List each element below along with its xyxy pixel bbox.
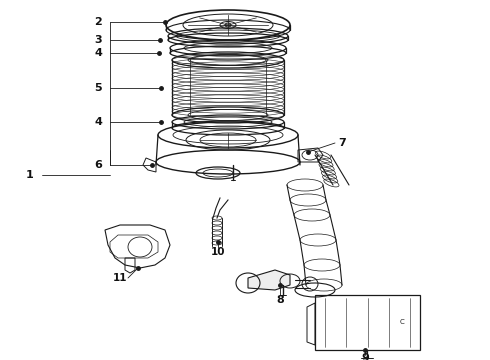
Text: 3: 3 <box>94 35 102 45</box>
Text: 9: 9 <box>361 353 369 360</box>
Ellipse shape <box>225 23 231 27</box>
Text: 10: 10 <box>211 247 225 257</box>
Text: 11: 11 <box>113 273 127 283</box>
Text: 7: 7 <box>338 138 346 148</box>
Text: 5: 5 <box>94 83 102 93</box>
Polygon shape <box>248 270 290 290</box>
Text: 6: 6 <box>94 160 102 170</box>
Text: 4: 4 <box>94 48 102 58</box>
Text: 2: 2 <box>94 17 102 27</box>
Text: 4: 4 <box>94 117 102 127</box>
Text: 1: 1 <box>26 170 34 180</box>
Text: C: C <box>400 319 404 325</box>
Text: 8: 8 <box>276 295 284 305</box>
Bar <box>315 295 420 350</box>
